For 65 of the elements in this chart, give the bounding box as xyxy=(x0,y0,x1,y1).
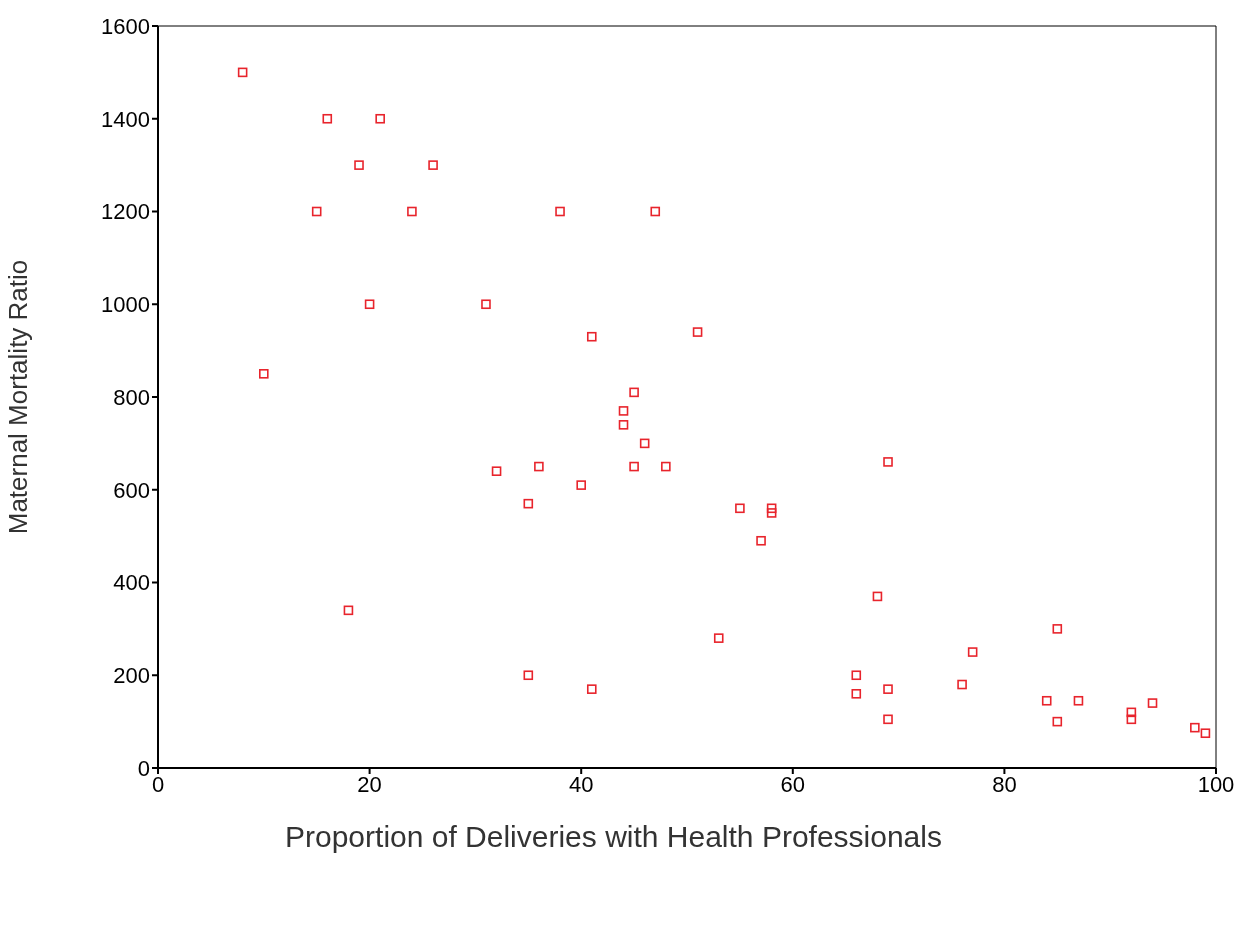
x-tick-label: 100 xyxy=(1197,771,1235,797)
point xyxy=(957,679,967,690)
point xyxy=(629,387,639,398)
y-tick-label: 1200 xyxy=(101,199,150,225)
point xyxy=(1126,707,1137,718)
point xyxy=(756,535,766,546)
point xyxy=(586,684,597,694)
point xyxy=(661,461,671,472)
point xyxy=(354,160,364,170)
point xyxy=(639,438,650,449)
point xyxy=(1200,728,1211,739)
point xyxy=(586,331,597,342)
point xyxy=(1041,695,1052,706)
point xyxy=(851,689,862,699)
point xyxy=(713,633,724,643)
x-tick-label: 60 xyxy=(780,771,806,797)
x-axis-title: Proportion of Deliveries with Health Professionals xyxy=(285,819,943,855)
point xyxy=(364,299,375,310)
point xyxy=(1073,695,1084,706)
point xyxy=(534,461,544,472)
y-axis-title: Maternal Mortality Ratio xyxy=(3,259,34,535)
point xyxy=(1126,714,1137,725)
point xyxy=(629,461,639,472)
point xyxy=(883,457,893,467)
point xyxy=(523,498,534,509)
point xyxy=(1147,698,1158,708)
point xyxy=(1190,722,1200,733)
point xyxy=(259,369,269,379)
point xyxy=(692,327,703,337)
point xyxy=(481,299,491,310)
point xyxy=(883,714,893,725)
point xyxy=(576,480,586,490)
y-tick-label: 0 xyxy=(137,755,150,781)
point xyxy=(766,503,777,514)
point xyxy=(343,605,354,616)
x-tick-label: 40 xyxy=(568,771,594,797)
point xyxy=(766,508,777,518)
point xyxy=(872,591,883,602)
x-tick-label: 20 xyxy=(357,771,382,797)
y-tick-label: 1400 xyxy=(101,106,150,132)
point xyxy=(407,206,417,217)
point xyxy=(883,684,893,694)
point xyxy=(735,503,745,514)
point xyxy=(1052,624,1063,634)
point xyxy=(237,67,248,78)
point xyxy=(375,113,385,124)
point xyxy=(618,406,629,416)
y-tick-label: 800 xyxy=(113,384,150,410)
point xyxy=(967,647,978,657)
point xyxy=(851,670,862,681)
y-tick-label: 600 xyxy=(113,477,150,503)
point xyxy=(555,206,565,217)
y-tick-label: 400 xyxy=(113,570,150,596)
y-tick-label: 200 xyxy=(113,663,150,689)
point xyxy=(311,206,322,217)
y-tick-label: 1600 xyxy=(101,13,150,39)
point xyxy=(491,466,502,476)
point xyxy=(322,113,333,124)
point xyxy=(650,206,661,217)
point xyxy=(523,670,534,681)
y-tick-label: 1000 xyxy=(101,292,150,318)
point xyxy=(618,420,629,430)
x-tick-label: 80 xyxy=(992,771,1017,797)
point xyxy=(428,160,438,170)
point xyxy=(1052,716,1063,727)
